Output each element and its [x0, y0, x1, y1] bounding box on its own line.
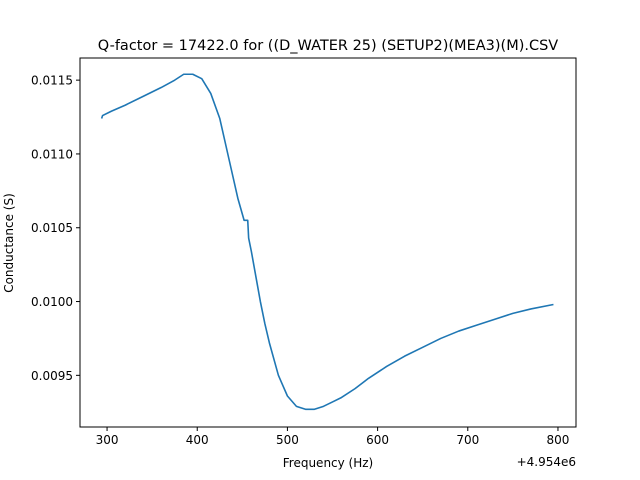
x-tick-label: 800 [547, 433, 570, 447]
y-axis-label: Conductance (S) [2, 193, 16, 293]
plot-area: 300 400 500 600 700 800 0.0095 0.0100 0.0105 0.01… [31, 57, 577, 447]
x-tick-label: 700 [456, 433, 479, 447]
y-tick-label: 0.0105 [31, 221, 73, 235]
x-tick-label: 500 [276, 433, 299, 447]
x-axis-offset-label: +4.954e6 [517, 455, 576, 469]
series-line [100, 73, 554, 411]
y-tick-label: 0.0110 [31, 147, 73, 161]
y-tick-label: 0.0115 [31, 74, 73, 88]
y-tick-label: 0.0100 [31, 295, 73, 309]
x-tick-label: 300 [96, 433, 119, 447]
axes-frame [79, 57, 577, 428]
x-tick-label: 600 [366, 433, 389, 447]
chart-title: Q-factor = 17422.0 for ((D_WATER 25) (SE… [98, 38, 559, 54]
x-axis-label: Frequency (Hz) [283, 456, 374, 470]
y-tick-label: 0.0095 [31, 369, 73, 383]
x-tick-label: 400 [186, 433, 209, 447]
